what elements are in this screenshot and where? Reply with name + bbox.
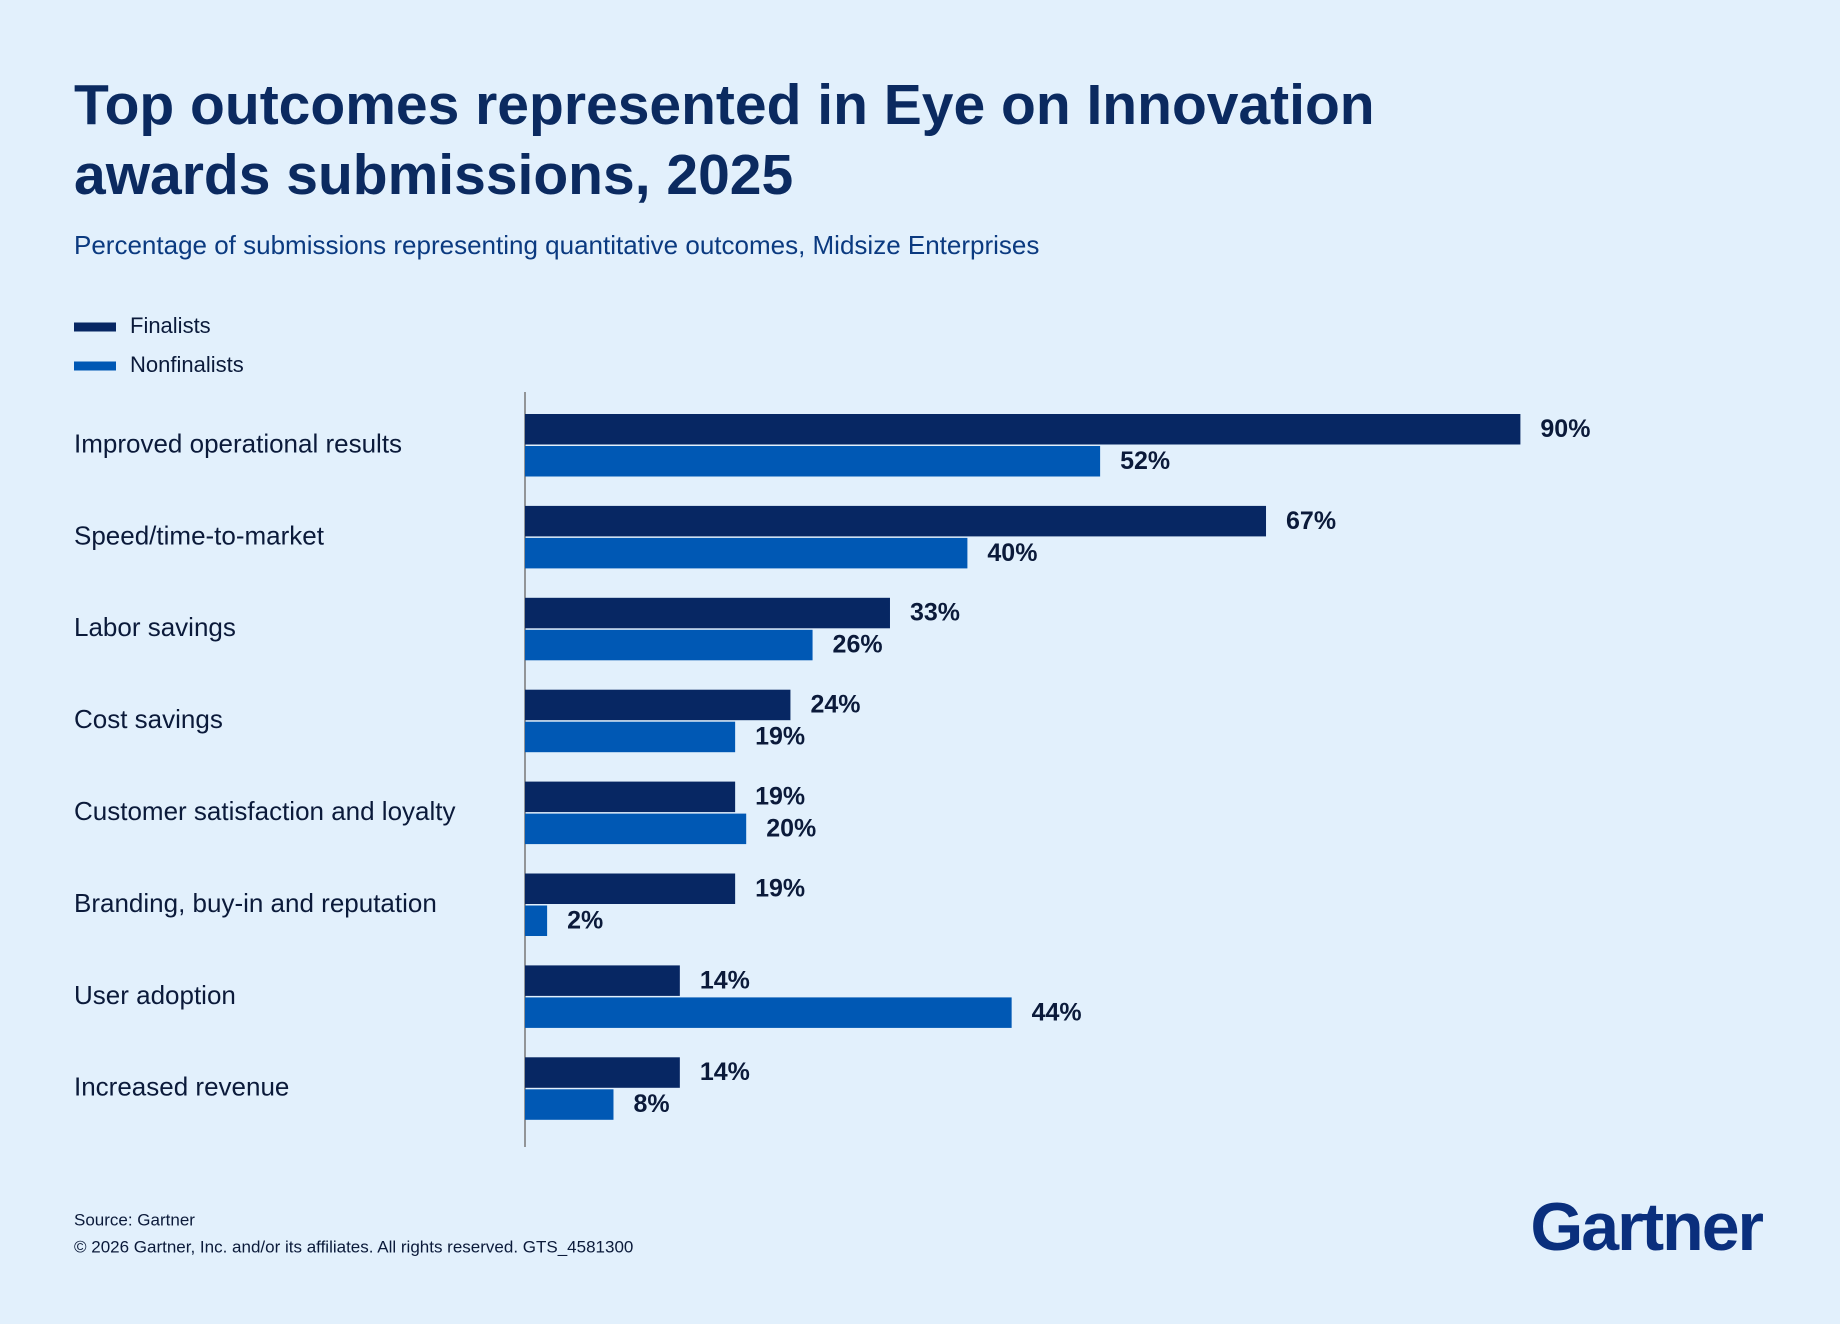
bar xyxy=(525,597,890,629)
value-label: 90% xyxy=(1540,415,1590,443)
value-label: 40% xyxy=(987,539,1037,567)
bar xyxy=(525,505,1267,537)
legend-swatch xyxy=(74,361,116,371)
bar xyxy=(525,629,813,661)
bar xyxy=(525,873,736,904)
bar xyxy=(525,689,791,721)
copyright: © 2026 Gartner, Inc. and/or its affiliat… xyxy=(74,1237,633,1256)
bar xyxy=(525,446,1101,477)
chart-subtitle: Percentage of submissions representing q… xyxy=(74,230,1039,260)
value-label: 24% xyxy=(810,691,860,719)
value-label: 19% xyxy=(755,874,805,902)
bar xyxy=(525,905,548,936)
bar xyxy=(525,965,680,996)
value-label: 52% xyxy=(1120,447,1170,475)
bar xyxy=(525,997,1012,1028)
value-label: 20% xyxy=(766,814,816,842)
category-label: Customer satisfaction and loyalty xyxy=(74,796,456,826)
bar xyxy=(525,414,1521,445)
bar xyxy=(525,1089,614,1120)
value-label: 14% xyxy=(700,1058,750,1086)
legend-label: Finalists xyxy=(130,313,211,338)
bar xyxy=(525,781,736,813)
value-label: 26% xyxy=(833,631,883,659)
category-label: Branding, buy-in and reputation xyxy=(74,888,437,918)
source: Source: Gartner xyxy=(74,1210,195,1229)
value-label: 33% xyxy=(910,599,960,627)
category-label: User adoption xyxy=(74,980,236,1010)
bar xyxy=(525,813,747,845)
value-label: 2% xyxy=(567,906,603,934)
logo: Gartner xyxy=(1530,1189,1763,1265)
chart-title: Top outcomes represented in Eye on Innov… xyxy=(74,73,1375,207)
value-label: 19% xyxy=(755,782,805,810)
legend-swatch xyxy=(74,322,116,332)
legend-label: Nonfinalists xyxy=(130,352,244,377)
category-label: Labor savings xyxy=(74,612,236,642)
value-label: 8% xyxy=(633,1090,669,1118)
category-label: Cost savings xyxy=(74,704,223,734)
category-label: Increased revenue xyxy=(74,1072,289,1102)
category-label: Speed/time-to-market xyxy=(74,520,325,550)
value-label: 19% xyxy=(755,723,805,751)
value-label: 44% xyxy=(1032,998,1082,1026)
value-label: 14% xyxy=(700,966,750,994)
bar xyxy=(525,537,968,569)
category-label: Improved operational results xyxy=(74,428,402,458)
bar xyxy=(525,721,736,753)
bar xyxy=(525,1057,680,1088)
value-label: 67% xyxy=(1286,507,1336,535)
